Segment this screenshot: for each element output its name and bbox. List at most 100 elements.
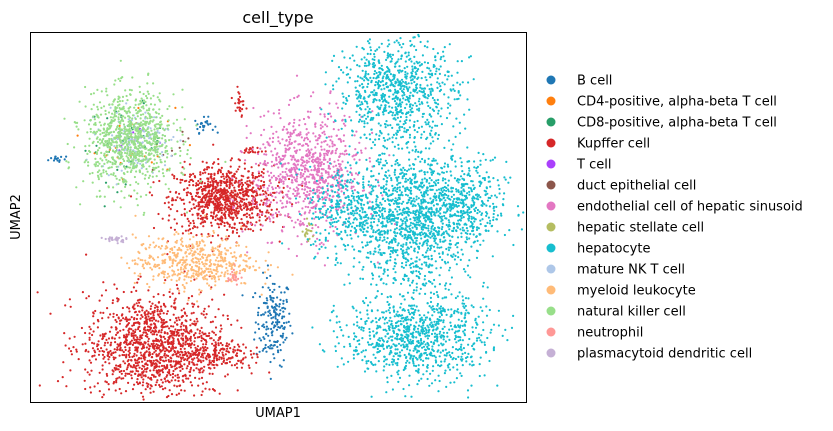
- point-3-1-1299: [144, 313, 147, 316]
- point-8-0-511: [367, 95, 370, 98]
- point-8-0-664: [438, 68, 441, 71]
- point-3-1-1047: [196, 328, 199, 331]
- point-3-4-5: [264, 150, 267, 153]
- point-8-0-222: [428, 125, 431, 128]
- point-8-0-243: [373, 58, 376, 62]
- point-8-0-114: [382, 113, 385, 116]
- point-3-1-905: [225, 344, 228, 347]
- point-3-3-14: [239, 110, 242, 113]
- point-3-1-896: [124, 374, 127, 377]
- point-3-1-1256: [133, 383, 136, 386]
- point-8-0-709: [357, 75, 360, 78]
- point-3-0-853: [213, 180, 216, 183]
- point-8-1-630: [402, 266, 405, 269]
- point-3-1-1168: [107, 316, 110, 319]
- point-8-0-381: [434, 124, 437, 127]
- point-3-0-634: [276, 213, 279, 216]
- point-8-0-736: [398, 99, 402, 102]
- point-8-0-508: [397, 69, 400, 72]
- point-8-0-516: [377, 112, 380, 115]
- point-6-0-22: [326, 187, 329, 190]
- point-3-1-308: [154, 383, 157, 387]
- point-6-0-634: [283, 176, 286, 179]
- point-3-2-16: [204, 343, 208, 346]
- point-8-1-496: [421, 228, 424, 231]
- point-3-1-655: [122, 328, 125, 331]
- point-3-0-799: [267, 205, 270, 208]
- point-3-1-1116: [176, 331, 179, 334]
- point-3-0-8: [183, 202, 186, 205]
- point-8-1-535: [441, 240, 445, 243]
- point-6-0-564: [376, 261, 379, 264]
- point-3-1-89: [64, 344, 67, 347]
- point-3-1-1202: [134, 321, 137, 324]
- point-6-0-820: [356, 173, 359, 176]
- point-6-0-631: [287, 162, 290, 165]
- point-6-0-760: [292, 176, 296, 179]
- point-6-0-144: [304, 164, 307, 167]
- point-8-1-640: [397, 143, 400, 146]
- point-8-0-1: [435, 67, 438, 70]
- point-6-0-767: [317, 194, 320, 197]
- point-3-0-767: [188, 163, 191, 166]
- point-6-0-531: [314, 123, 317, 126]
- point-3-0-199: [195, 205, 198, 208]
- point-3-2-25: [212, 349, 215, 352]
- point-8-0-177: [348, 57, 352, 60]
- point-3-1-173: [219, 324, 222, 327]
- point-6-0-514: [271, 154, 274, 157]
- point-3-0-432: [246, 220, 250, 223]
- point-0-0-179: [276, 320, 279, 324]
- point-3-1-694: [191, 305, 195, 308]
- point-6-0-715: [266, 189, 269, 192]
- point-6-0-170: [266, 161, 269, 165]
- point-8-0-208: [342, 101, 345, 104]
- point-3-0-566: [217, 211, 220, 214]
- point-8-1-34: [441, 225, 444, 229]
- point-6-0-61: [271, 140, 274, 143]
- point-8-1-245: [460, 248, 463, 251]
- point-0-2-4: [63, 158, 66, 161]
- point-8-0-774: [403, 93, 406, 96]
- point-3-1-795: [69, 305, 72, 308]
- point-3-1-873: [170, 393, 174, 396]
- point-8-1-28: [419, 272, 422, 275]
- point-3-1-225: [49, 312, 52, 315]
- point-3-0-124: [157, 212, 160, 216]
- point-8-0-35: [427, 104, 430, 108]
- point-3-1-976: [214, 333, 217, 336]
- point-3-1-981: [200, 334, 203, 337]
- point-8-0-444: [369, 76, 372, 79]
- point-8-0-570: [379, 73, 382, 76]
- point-6-0-565: [317, 167, 320, 170]
- point-6-0-415: [290, 181, 293, 184]
- point-3-1-823: [165, 312, 168, 315]
- point-3-1-757: [193, 343, 196, 346]
- point-8-0-663: [446, 70, 449, 73]
- point-8-1-51: [379, 236, 382, 239]
- point-8-1-392: [418, 267, 421, 270]
- point-6-0-591: [285, 128, 288, 131]
- point-8-0-170: [356, 151, 359, 154]
- point-3-0-264: [217, 226, 221, 229]
- point-3-0-638: [232, 174, 235, 177]
- point-3-0-170: [252, 195, 255, 198]
- point-3-2-23: [224, 353, 227, 356]
- point-3-1-1016: [142, 343, 145, 346]
- point-3-0-778: [220, 203, 223, 206]
- point-8-0-129: [387, 133, 390, 136]
- point-3-0-443: [232, 216, 235, 219]
- point-3-1-962: [160, 340, 163, 343]
- point-8-0-757: [411, 104, 414, 107]
- point-8-0-677: [381, 111, 385, 114]
- point-0-0-74: [279, 349, 282, 352]
- point-6-0-588: [296, 193, 299, 196]
- point-6-0-271: [327, 182, 330, 185]
- point-3-2-117: [232, 351, 235, 354]
- point-8-0-789: [399, 81, 402, 84]
- point-8-0-514: [364, 90, 367, 94]
- point-8-0-656: [399, 37, 402, 40]
- point-3-0-690: [191, 198, 194, 201]
- point-8-1-148: [398, 293, 402, 296]
- point-8-0-104: [431, 126, 434, 129]
